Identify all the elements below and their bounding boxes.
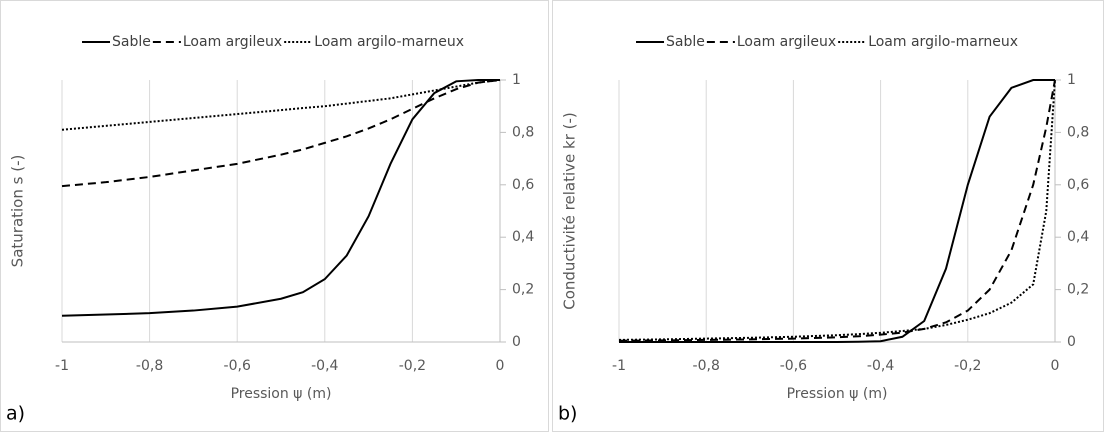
y-tick-label: 0,4 bbox=[512, 229, 534, 245]
x-axis-title: Pression ψ (m) bbox=[231, 386, 332, 402]
x-tick-label: -1 bbox=[55, 358, 69, 374]
x-tick-label: -0,2 bbox=[399, 358, 426, 374]
x-axis-title: Pression ψ (m) bbox=[787, 386, 888, 402]
y-tick-label: 0,8 bbox=[1067, 124, 1089, 140]
y-tick-label: 0,6 bbox=[512, 177, 534, 193]
legend-label: Loam argileux bbox=[737, 34, 836, 50]
series-line bbox=[61, 79, 501, 188]
series-line bbox=[61, 79, 500, 317]
y-axis-title: Conductivité relative kr (-) bbox=[561, 112, 579, 310]
legend-label: Sable bbox=[666, 34, 705, 50]
y-tick-label: 0,2 bbox=[1067, 282, 1089, 298]
x-tick-label: 0 bbox=[496, 358, 505, 374]
x-tick-label: -0,8 bbox=[693, 358, 720, 374]
x-tick-label: -0,8 bbox=[136, 358, 163, 374]
y-tick-label: 0,8 bbox=[512, 124, 534, 140]
series-line bbox=[618, 79, 1056, 341]
y-tick-label: 0,6 bbox=[1067, 177, 1089, 193]
panel-label: b) bbox=[558, 403, 577, 425]
legend-label: Loam argilo-marneux bbox=[314, 34, 464, 50]
y-tick-label: 0 bbox=[512, 334, 521, 350]
x-tick-label: -1 bbox=[612, 358, 626, 374]
y-tick-label: 1 bbox=[1067, 72, 1076, 88]
x-tick-label: -0,2 bbox=[954, 358, 981, 374]
legend-label: Sable bbox=[112, 34, 151, 50]
panel-label: a) bbox=[6, 403, 25, 425]
y-tick-label: 0,4 bbox=[1067, 229, 1089, 245]
x-tick-label: -0,6 bbox=[224, 358, 251, 374]
panel-border bbox=[0, 0, 549, 432]
x-tick-label: 0 bbox=[1051, 358, 1060, 374]
y-tick-label: 0,2 bbox=[512, 282, 534, 298]
series-line bbox=[61, 79, 501, 131]
series-line bbox=[619, 79, 1055, 343]
y-tick-label: 0 bbox=[1067, 334, 1076, 350]
y-axis-title: Saturation s (-) bbox=[9, 155, 27, 268]
legend-label: Loam argilo-marneux bbox=[868, 34, 1018, 50]
x-tick-label: -0,6 bbox=[780, 358, 807, 374]
legend-label: Loam argileux bbox=[183, 34, 282, 50]
y-tick-label: 1 bbox=[512, 72, 521, 88]
panel-border bbox=[552, 0, 1104, 432]
x-tick-label: -0,4 bbox=[867, 358, 894, 374]
x-tick-label: -0,4 bbox=[311, 358, 338, 374]
